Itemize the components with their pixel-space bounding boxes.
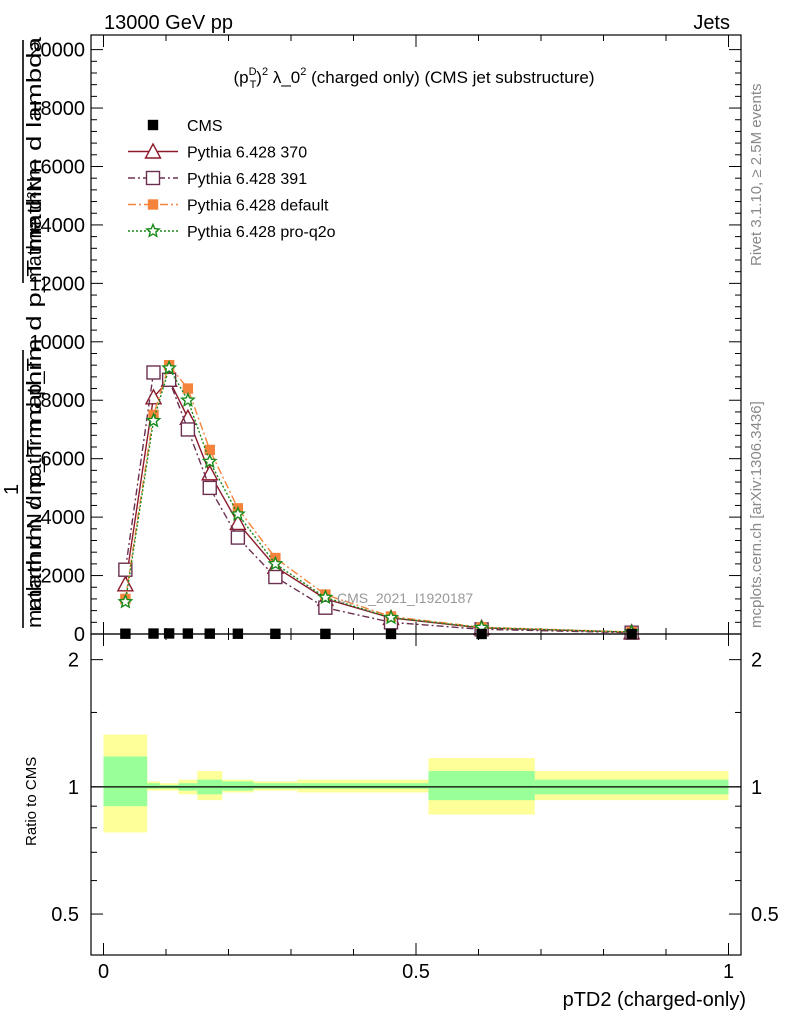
data-point-series-4 [179,391,196,407]
chart-title: (pD T)2 λ_02 (charged only) (CMS jet subs… [233,66,594,91]
x-axis-label: pTD2 (charged-only) [563,989,746,1011]
data-point-series-2 [118,562,133,577]
data-point-series-1 [116,575,135,592]
header-left: 13000 GeV pp [104,12,233,34]
ratio-xtick-label: 1 [723,961,734,983]
data-point-series-1 [229,513,247,531]
title-base: (p [233,68,248,87]
data-point-series-4 [161,359,178,375]
main-ytick-label: 18000 [29,98,85,120]
ylabel-bottom: mathrm d p_T mathrm d p_T mathrm d lambd… [24,36,46,612]
title-sup-d: D [249,66,257,78]
main-ytick-label: 2000 [41,566,86,588]
mcplots-label: mcplots.cern.ch [arXiv:1306.3436] [748,401,765,628]
ylabel-top: mathrm d²N [24,177,46,283]
rivet-label: Rivet 3.1.10, ≥ 2.5M events [748,84,765,267]
ratio-stat-band [297,783,429,789]
header-right: Jets [693,12,730,34]
data-point-series-4 [267,555,284,571]
main-ytick-label: 16000 [29,156,85,178]
title-sup-2b: 2 [300,66,306,78]
series-line-3 [124,363,632,633]
main-ytick-label: 14000 [29,215,85,237]
ratio-stat-band [147,783,160,789]
watermark: CMS_2021_I1920187 [337,590,473,606]
data-point-series-2 [180,422,196,437]
ratio-ytick-label-right: 0.5 [751,904,779,926]
legend: CMS Pythia 6.428 370 Pythia 6.428 391 Pythi… [128,118,336,241]
legend-label-1: Pythia 6.428 370 [187,145,307,162]
legend-marker-1 [144,142,162,159]
data-point-series-4 [317,589,334,605]
data-point-series-4 [383,609,399,625]
data-point-series-2 [230,530,246,545]
main-ytick-label: 0 [74,624,85,646]
ratio-ytick-label: 1 [68,777,79,799]
main-ytick-label: 8000 [41,390,86,412]
data-point-series-4 [229,505,246,521]
legend-label-4: Pythia 6.428 pro-q2o [187,224,336,241]
data-point-series-2 [268,569,283,585]
data-point-series-3 [182,383,194,394]
ratio-panel: 0 0.5 1 0.5 0.5 1 1 2 2 [51,633,779,983]
ratio-ytick-label-right: 1 [751,777,762,799]
legend-label-3: Pythia 6.428 default [187,198,329,215]
data-point-series-3 [204,444,215,456]
ratio-stat-band [253,783,298,789]
ratio-xtick-label: 0.5 [402,961,430,983]
ratio-ylabel: Ratio to CMS [23,757,40,846]
title-close: ) [256,68,262,87]
title-sub-t: T [250,79,257,91]
main-panel: 0 2000 4000 6000 8000 10000 12000 14000 16000 180… [29,34,742,646]
legend-marker-2 [145,170,161,186]
main-ytick-label: 12000 [29,273,85,295]
legend-marker-4 [145,222,161,238]
main-ytick-label: 4000 [41,507,86,529]
legend-marker-0 [147,119,159,131]
ratio-ytick-label-right: 2 [751,650,762,672]
main-ytick-label: 10000 [29,332,85,354]
data-point-series-4 [145,412,162,428]
title-tail: (charged only) (CMS jet substructure) [306,68,594,87]
legend-marker-3 [147,199,159,210]
title-sup-2a: 2 [262,66,268,78]
ratio-stat-band [222,781,254,791]
ratio-xtick-label: 0 [98,961,109,983]
title-mid: λ_0 [268,68,300,87]
legend-label-2: Pythia 6.428 391 [187,171,307,188]
ratio-stat-band [428,771,535,801]
ratio-stat-band [103,756,148,807]
legend-label-0: CMS [187,118,223,135]
ylabel-denominator: mathrm d N / mathrm d p_T [24,358,46,628]
ylabel-one: 1 [1,484,23,495]
data-point-series-2 [146,365,161,380]
ratio-ytick-label: 0.5 [51,904,79,926]
main-ylabel: mathrm d²N mathrm d p_T mathrm d p_T mat… [1,36,46,628]
main-ytick-label: 6000 [41,449,86,471]
main-ytick-label: 20000 [29,40,85,62]
data-point-series-4 [117,593,134,609]
data-point-series-4 [201,453,218,469]
data-point-series-2 [202,480,217,496]
ratio-ytick-label: 2 [68,650,79,672]
